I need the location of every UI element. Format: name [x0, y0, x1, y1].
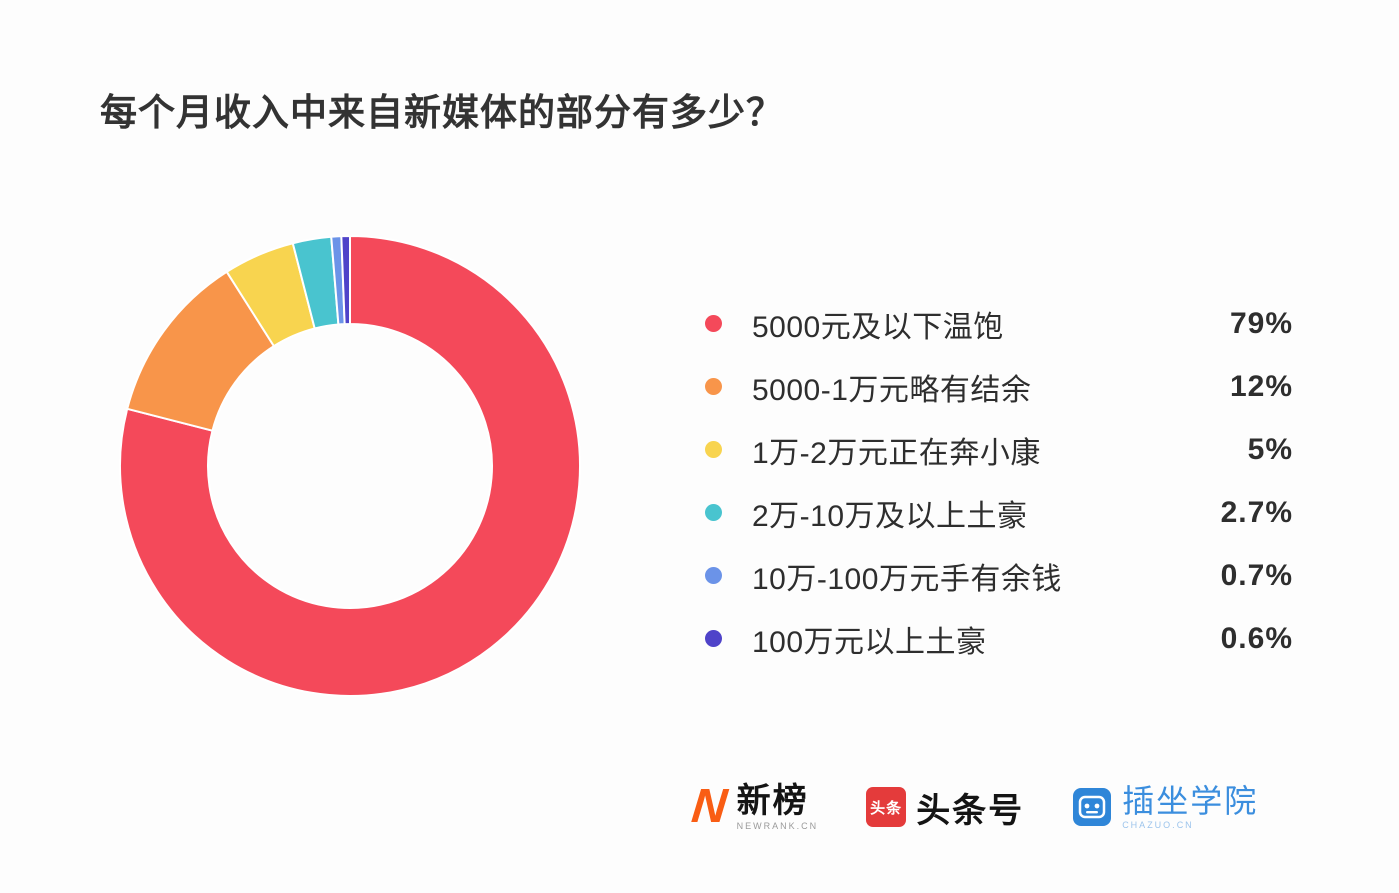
chazuo-face-icon: [1073, 788, 1112, 826]
legend-value: 0.6%: [1220, 621, 1293, 655]
legend-label: 5000元及以下温饱: [752, 310, 1004, 344]
donut-slice: [340, 234, 351, 326]
legend-value: 0.7%: [1220, 558, 1293, 592]
legend-color-dot: [705, 630, 722, 647]
legend-value: 79%: [1229, 306, 1293, 340]
legend-item: 1万-2万元正在奔小康 5%: [705, 418, 1293, 481]
legend-label: 10万-100万元手有余钱: [752, 562, 1062, 596]
chazuo-logo-subtext: CHAZUO.CN: [1122, 819, 1194, 830]
legend-label: 2万-10万及以上土豪: [752, 499, 1028, 533]
legend-color-dot: [705, 567, 722, 584]
donut-chart-svg: [119, 234, 581, 697]
legend-color-dot: [705, 504, 722, 521]
legend-color-dot: [705, 315, 722, 332]
legend-item: 100万元以上土豪 0.6%: [705, 607, 1293, 670]
chart-title: 每个月收入中来自新媒体的部分有多少？: [100, 92, 784, 133]
legend-label: 100万元以上土豪: [752, 625, 987, 659]
legend-value: 12%: [1229, 369, 1293, 403]
legend-label: 5000-1万元略有结余: [752, 373, 1032, 407]
newrank-logo-subtext: NEWRANK.CN: [736, 820, 819, 831]
donut-slice: [119, 234, 581, 697]
footer-logos: N 新榜 NEWRANK.CN 头条 头条号 插坐学院 CHAZUO.CN: [689, 772, 1258, 842]
donut-chart: [112, 228, 588, 704]
legend-value: 5%: [1247, 432, 1293, 466]
toutiao-logo: 头条 头条号: [866, 783, 1024, 832]
newrank-logo: N 新榜 NEWRANK.CN: [689, 780, 819, 833]
legend-value: 2.7%: [1220, 495, 1293, 529]
chazuo-logo: 插坐学院 CHAZUO.CN: [1072, 785, 1258, 830]
toutiao-logo-text: 头条号: [916, 791, 1025, 830]
chazuo-logo-text: 插坐学院: [1122, 782, 1259, 819]
newrank-n-icon: N: [689, 780, 730, 833]
chart-legend: 5000元及以下温饱 79% 5000-1万元略有结余 12% 1万-2万元正在…: [705, 292, 1293, 670]
legend-label: 1万-2万元正在奔小康: [752, 436, 1041, 470]
legend-color-dot: [705, 378, 722, 395]
newrank-logo-text: 新榜: [736, 781, 809, 820]
legend-item: 10万-100万元手有余钱 0.7%: [705, 544, 1293, 607]
legend-item: 5000元及以下温饱 79%: [705, 292, 1293, 355]
toutiao-square-icon: 头条: [866, 787, 907, 827]
legend-item: 2万-10万及以上土豪 2.7%: [705, 481, 1293, 544]
legend-item: 5000-1万元略有结余 12%: [705, 355, 1293, 418]
legend-color-dot: [705, 441, 722, 458]
